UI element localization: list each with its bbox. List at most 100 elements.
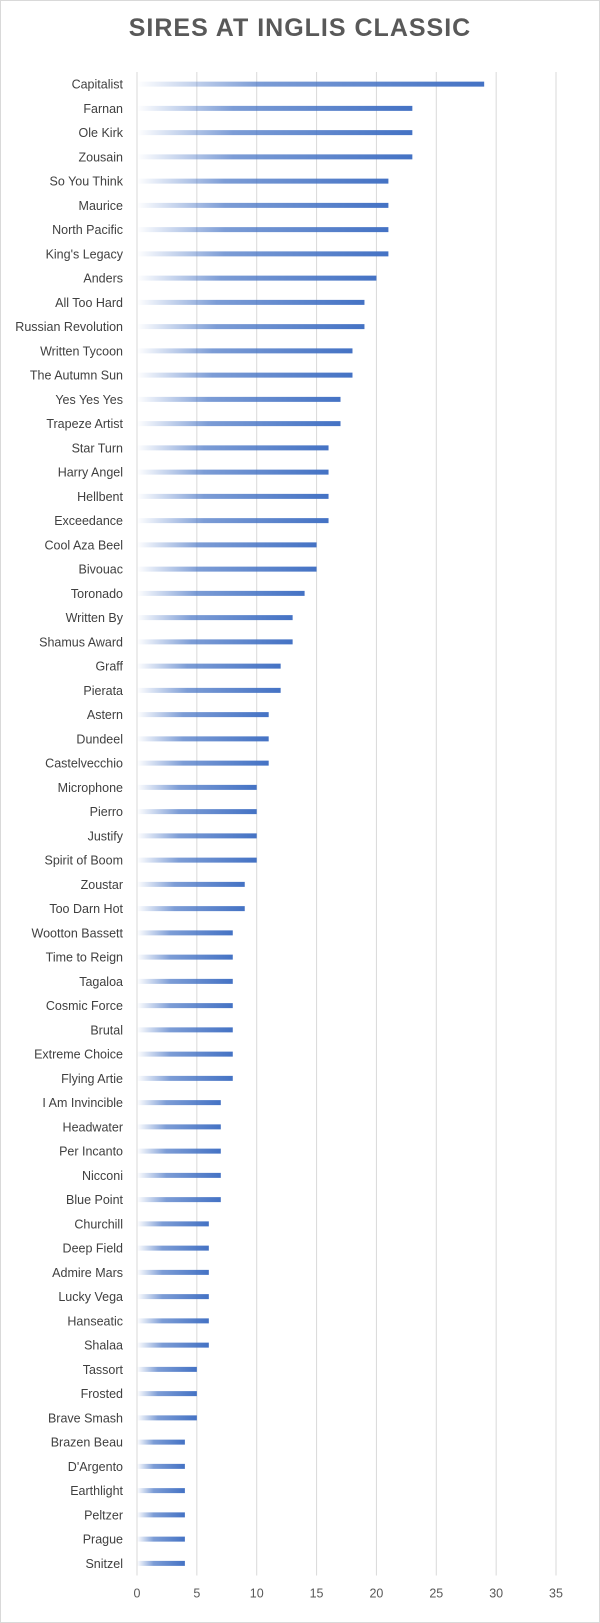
bar bbox=[137, 396, 341, 402]
category-label: Shalaa bbox=[84, 1339, 123, 1353]
category-label: Yes Yes Yes bbox=[55, 393, 123, 407]
bar bbox=[137, 1560, 185, 1566]
category-label: Russian Revolution bbox=[15, 320, 123, 334]
bar bbox=[137, 1536, 185, 1542]
bar bbox=[137, 105, 413, 111]
category-label: Microphone bbox=[58, 781, 123, 795]
bar bbox=[137, 251, 389, 257]
category-label: Farnan bbox=[83, 102, 123, 116]
bar bbox=[137, 1439, 185, 1445]
bar bbox=[137, 372, 353, 378]
category-label: All Too Hard bbox=[55, 296, 123, 310]
bar bbox=[137, 954, 233, 960]
bar bbox=[137, 1366, 197, 1372]
category-label: Castelvecchio bbox=[45, 757, 123, 771]
category-label: Flying Artie bbox=[61, 1072, 123, 1086]
bar bbox=[137, 130, 413, 136]
category-label: Tassort bbox=[83, 1363, 124, 1377]
category-label: Nicconi bbox=[82, 1169, 123, 1183]
category-label: Brutal bbox=[90, 1023, 123, 1037]
category-label: Cosmic Force bbox=[46, 999, 123, 1013]
category-label: Wootton Bassett bbox=[32, 926, 124, 940]
category-label: D'Argento bbox=[68, 1460, 123, 1474]
bar bbox=[137, 1221, 209, 1227]
gridlines bbox=[136, 72, 557, 1576]
category-label: Graff bbox=[95, 660, 123, 674]
bars bbox=[137, 81, 485, 1566]
category-label: Deep Field bbox=[63, 1242, 123, 1256]
category-label: Blue Point bbox=[66, 1193, 124, 1207]
category-label: Shamus Award bbox=[39, 635, 123, 649]
bar bbox=[137, 978, 233, 984]
category-label: Written Tycoon bbox=[40, 344, 123, 358]
bar bbox=[137, 542, 317, 548]
bar bbox=[137, 1342, 209, 1348]
category-label: Cool Aza Beel bbox=[44, 538, 123, 552]
x-tick-label: 25 bbox=[429, 1587, 443, 1601]
bar bbox=[137, 518, 329, 524]
bar bbox=[137, 202, 389, 208]
category-label: Admire Mars bbox=[52, 1266, 123, 1280]
category-label: Earthlight bbox=[70, 1484, 123, 1498]
bar bbox=[137, 1391, 197, 1397]
category-label: Dundeel bbox=[76, 732, 123, 746]
category-label: Astern bbox=[87, 708, 123, 722]
bar bbox=[137, 809, 257, 815]
category-label: Exceedance bbox=[54, 514, 123, 528]
bar bbox=[137, 154, 413, 160]
x-tick-label: 10 bbox=[250, 1587, 264, 1601]
bar bbox=[137, 881, 245, 887]
bar bbox=[137, 784, 257, 790]
category-label: Extreme Choice bbox=[34, 1048, 123, 1062]
x-tick-label: 30 bbox=[489, 1587, 503, 1601]
category-label: Toronado bbox=[71, 587, 123, 601]
x-tick-label: 0 bbox=[134, 1587, 141, 1601]
bar bbox=[137, 348, 353, 354]
bar bbox=[137, 687, 281, 693]
category-label: Prague bbox=[83, 1533, 123, 1547]
category-label: Zoustar bbox=[81, 878, 123, 892]
bar bbox=[137, 1415, 197, 1421]
category-label: Snitzel bbox=[85, 1557, 123, 1571]
bar bbox=[137, 1075, 233, 1081]
bar bbox=[137, 1245, 209, 1251]
category-label: Lucky Vega bbox=[58, 1290, 123, 1304]
category-label: Peltzer bbox=[84, 1508, 123, 1522]
category-label: Churchill bbox=[74, 1217, 123, 1231]
category-label: Tagaloa bbox=[79, 975, 123, 989]
category-label: Zousain bbox=[79, 150, 124, 164]
bar bbox=[137, 1124, 221, 1130]
bar bbox=[137, 1100, 221, 1106]
bar bbox=[137, 760, 269, 766]
category-label: Capitalist bbox=[72, 78, 124, 92]
category-label: Hanseatic bbox=[67, 1314, 123, 1328]
category-label: Anders bbox=[83, 272, 123, 286]
category-label: King's Legacy bbox=[46, 247, 124, 261]
category-label: Time to Reign bbox=[46, 951, 123, 965]
bar bbox=[137, 1003, 233, 1009]
chart-title: SIRES AT INGLIS CLASSIC bbox=[128, 14, 472, 42]
bar bbox=[137, 1294, 209, 1300]
bar bbox=[137, 81, 485, 87]
bar bbox=[137, 615, 293, 621]
category-label: Brave Smash bbox=[48, 1411, 123, 1425]
category-label: Spirit of Boom bbox=[44, 854, 123, 868]
bar bbox=[137, 469, 329, 475]
bar bbox=[137, 1172, 221, 1178]
x-axis-tick-labels: 0 5 10 15 20 25 30 35 bbox=[134, 1587, 563, 1601]
category-label: Star Turn bbox=[72, 441, 123, 455]
bar bbox=[137, 930, 233, 936]
category-label: The Autumn Sun bbox=[30, 369, 123, 383]
bar bbox=[137, 275, 377, 281]
bar bbox=[137, 639, 293, 645]
bar bbox=[137, 906, 245, 912]
bar bbox=[137, 1269, 209, 1275]
category-label: Headwater bbox=[63, 1120, 123, 1134]
category-label: Maurice bbox=[79, 199, 124, 213]
category-label: Hellbent bbox=[77, 490, 123, 504]
x-tick-label: 5 bbox=[193, 1587, 200, 1601]
bar bbox=[137, 445, 329, 451]
bar bbox=[137, 299, 365, 305]
x-tick-label: 35 bbox=[549, 1587, 563, 1601]
